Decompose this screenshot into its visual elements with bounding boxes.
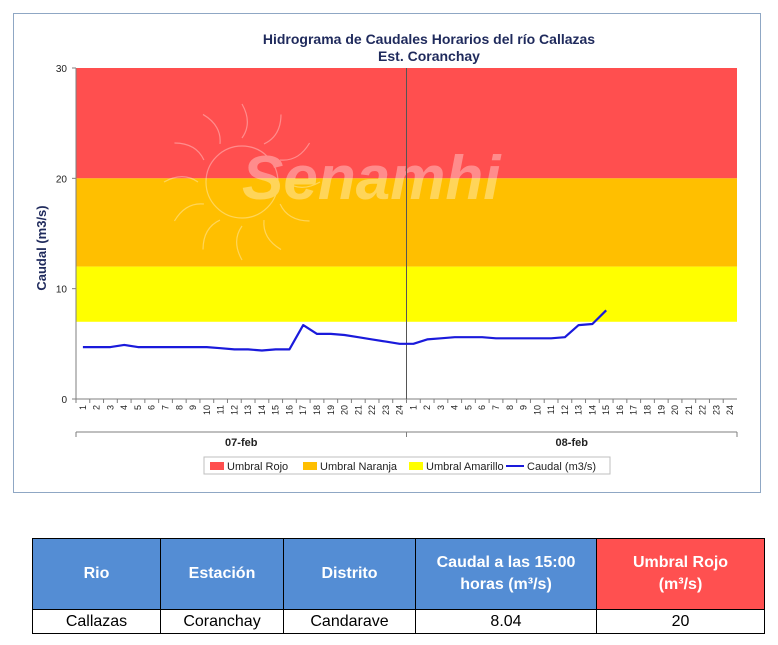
x-tick-label-18: 19 <box>326 405 336 415</box>
x-tick-label-45: 22 <box>698 405 708 415</box>
x-tick-label-29: 6 <box>477 405 487 410</box>
x-tick-label-47: 24 <box>725 405 735 415</box>
series-line-0 <box>82 309 607 352</box>
hydrograph-chart: Senamhi Hidrograma de Caudales Horarios … <box>34 31 738 475</box>
x-tick-label-37: 14 <box>587 405 597 415</box>
x-tick-label-38: 15 <box>601 405 611 415</box>
legend-swatch-0 <box>210 462 224 470</box>
x-tick-label-25: 2 <box>422 405 432 410</box>
x-tick-label-11: 12 <box>229 405 239 415</box>
x-tick-label-5: 6 <box>147 405 157 410</box>
table-header-row: Rio Estación Distrito Caudal a las 15:00… <box>32 538 765 610</box>
svg-text:Senamhi: Senamhi <box>242 144 502 213</box>
x-tick-label-27: 4 <box>450 405 460 410</box>
x-tick-label-21: 22 <box>367 405 377 415</box>
y-tick-label-2: 20 <box>56 174 68 185</box>
x-tick-label-44: 21 <box>684 405 694 415</box>
x-tick-label-14: 15 <box>271 405 281 415</box>
x-tick-label-8: 9 <box>188 405 198 410</box>
x-tick-label-16: 17 <box>298 405 308 415</box>
y-tick-label-0: 0 <box>61 395 67 406</box>
x-tick-label-46: 23 <box>711 405 721 415</box>
y-tick-label-3: 30 <box>56 64 68 75</box>
header-umbral-rojo: Umbral Rojo (m³/s) <box>596 538 765 610</box>
x-tick-label-2: 3 <box>105 405 115 410</box>
header-estacion: Estación <box>160 538 284 610</box>
legend-label-3: Caudal (m3/s) <box>527 461 596 473</box>
chart-title: Hidrograma de Caudales Horarios del río … <box>263 31 595 47</box>
x-tick-label-1: 2 <box>92 405 102 410</box>
x-tick-label-30: 7 <box>491 405 501 410</box>
cell-umbral-rojo: 20 <box>596 609 765 634</box>
cell-distrito: Candarave <box>283 609 416 634</box>
x-tick-label-10: 11 <box>216 405 226 414</box>
x-tick-label-24: 1 <box>408 405 418 410</box>
legend-label-1: Umbral Naranja <box>320 461 398 473</box>
x-tick-label-19: 20 <box>340 405 350 415</box>
legend-swatch-2 <box>409 462 423 470</box>
x-tick-label-23: 24 <box>395 405 405 415</box>
chart-frame: Senamhi Hidrograma de Caudales Horarios … <box>13 13 761 493</box>
x-tick-label-35: 12 <box>560 405 570 415</box>
x-tick-label-34: 11 <box>546 405 556 414</box>
header-distrito: Distrito <box>283 538 416 610</box>
legend-label-2: Umbral Amarillo <box>426 461 504 473</box>
x-tick-label-41: 18 <box>642 405 652 415</box>
x-tick-label-40: 17 <box>629 405 639 415</box>
cell-caudal: 8.04 <box>415 609 597 634</box>
x-tick-label-9: 10 <box>202 405 212 415</box>
day-label-0: 07-feb <box>225 437 258 449</box>
x-tick-label-0: 1 <box>78 405 88 410</box>
y-axis-label: Caudal (m3/s) <box>34 205 49 290</box>
senamhi-watermark: Senamhi <box>163 103 502 261</box>
x-tick-label-33: 10 <box>532 405 542 415</box>
x-tick-label-12: 13 <box>243 405 253 415</box>
x-tick-label-15: 16 <box>284 405 294 415</box>
x-tick-label-13: 14 <box>257 405 267 415</box>
x-tick-label-42: 19 <box>656 405 666 415</box>
header-caudal: Caudal a las 15:00 horas (m³/s) <box>415 538 597 610</box>
cell-rio: Callazas <box>32 609 161 634</box>
table-row: Callazas Coranchay Candarave 8.04 20 <box>32 609 765 634</box>
x-tick-label-7: 8 <box>174 405 184 410</box>
x-tick-label-6: 7 <box>161 405 171 410</box>
x-tick-label-22: 23 <box>381 405 391 415</box>
day-label-1: 08-feb <box>556 437 589 449</box>
x-tick-label-20: 21 <box>353 405 363 415</box>
y-tick-label-1: 10 <box>56 285 68 296</box>
x-tick-label-4: 5 <box>133 405 143 410</box>
legend-label-0: Umbral Rojo <box>227 461 288 473</box>
x-tick-label-36: 13 <box>574 405 584 415</box>
legend-swatch-1 <box>303 462 317 470</box>
cell-estacion: Coranchay <box>160 609 284 634</box>
x-tick-label-43: 20 <box>670 405 680 415</box>
chart-legend: Umbral Rojo Umbral Naranja Umbral Amarillo… <box>203 456 611 475</box>
x-tick-label-31: 8 <box>505 405 515 410</box>
info-table: Rio Estación Distrito Caudal a las 15:00… <box>32 538 765 634</box>
header-rio: Rio <box>32 538 161 610</box>
x-tick-label-39: 16 <box>615 405 625 415</box>
x-tick-label-26: 3 <box>436 405 446 410</box>
x-tick-label-32: 9 <box>519 405 529 410</box>
x-tick-label-3: 4 <box>119 405 129 410</box>
chart-subtitle: Est. Coranchay <box>378 48 480 64</box>
x-tick-label-17: 18 <box>312 405 322 415</box>
x-tick-label-28: 5 <box>463 405 473 410</box>
